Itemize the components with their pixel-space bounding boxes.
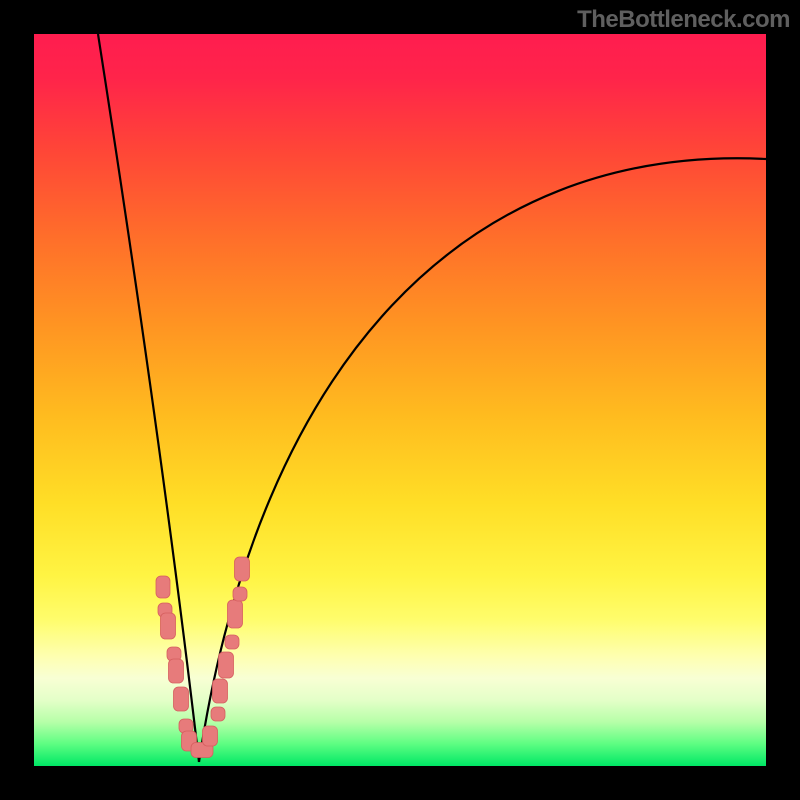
- marker-point: [203, 726, 218, 746]
- marker-point: [161, 613, 176, 639]
- watermark-text: TheBottleneck.com: [577, 6, 790, 34]
- bottleneck-chart: [0, 0, 800, 800]
- chart-frame: TheBottleneck.com: [0, 0, 800, 800]
- marker-point: [235, 557, 250, 581]
- marker-point: [233, 587, 247, 601]
- marker-point: [225, 635, 239, 649]
- marker-point: [174, 687, 189, 711]
- marker-point: [156, 576, 170, 598]
- marker-point: [211, 707, 225, 721]
- marker-point: [228, 600, 243, 628]
- gradient-plot-area: [34, 34, 766, 766]
- marker-point: [169, 659, 184, 683]
- marker-point: [213, 679, 228, 703]
- marker-point: [219, 652, 234, 678]
